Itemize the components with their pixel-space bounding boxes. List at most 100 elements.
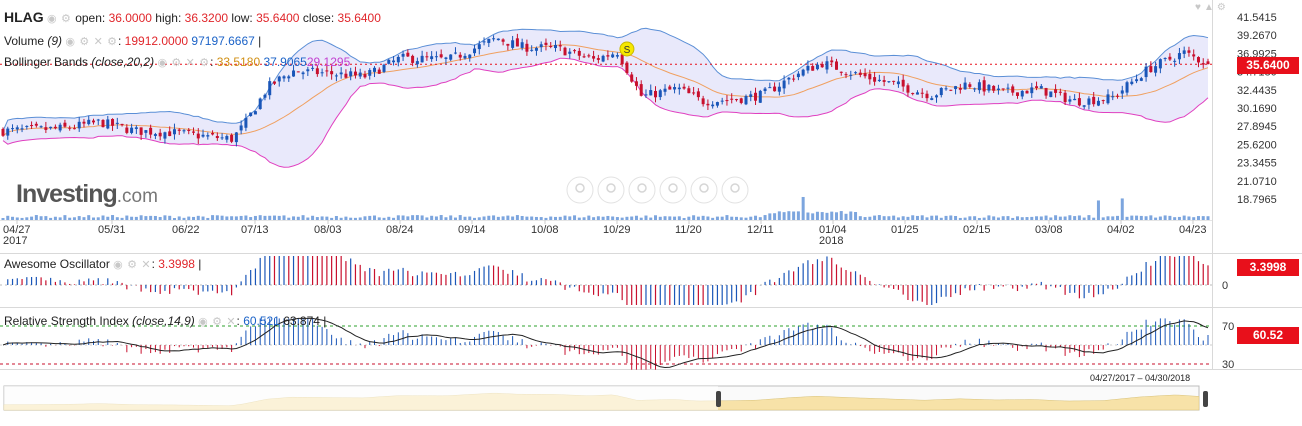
nav-left-icon[interactable] bbox=[566, 176, 594, 204]
candle-body bbox=[654, 90, 658, 98]
candle-body bbox=[549, 45, 553, 47]
volume-bar bbox=[373, 215, 377, 220]
volume-bar bbox=[282, 215, 286, 220]
candle-body bbox=[649, 90, 653, 96]
candle-body bbox=[973, 88, 977, 90]
close-icon[interactable]: ✕ bbox=[226, 316, 237, 328]
volume-bar bbox=[649, 217, 653, 220]
date-axis-year: 2018 bbox=[819, 235, 843, 247]
candle-body bbox=[239, 125, 243, 131]
volume-bar bbox=[353, 217, 357, 220]
candle-body bbox=[868, 73, 872, 80]
volume-bar bbox=[111, 215, 115, 220]
nav-button-circle bbox=[690, 176, 718, 204]
candle-body bbox=[1068, 99, 1072, 102]
eye-icon[interactable]: ◉ bbox=[198, 316, 209, 328]
candle-body bbox=[139, 127, 143, 135]
zoom-out-icon[interactable] bbox=[690, 176, 718, 204]
candle-body bbox=[325, 70, 329, 72]
candle-body bbox=[596, 58, 600, 60]
volume-bar bbox=[1106, 216, 1110, 220]
volume-bar bbox=[1068, 215, 1072, 220]
navigator-panel[interactable] bbox=[3, 385, 1208, 411]
zoom-out-icon[interactable] bbox=[628, 176, 656, 204]
lock-icon[interactable]: ⚙ bbox=[199, 57, 211, 69]
nav-right-icon[interactable] bbox=[721, 176, 749, 204]
volume-bar bbox=[253, 215, 257, 220]
gear-icon[interactable]: ⚙ bbox=[60, 13, 72, 25]
volume-bar bbox=[692, 215, 696, 220]
volume-bar bbox=[606, 215, 610, 220]
volume-bar bbox=[77, 216, 81, 220]
zoom-in-icon[interactable] bbox=[597, 176, 625, 204]
candle-body bbox=[1149, 66, 1153, 73]
volume-bar bbox=[1192, 217, 1196, 220]
candle-body bbox=[715, 102, 719, 106]
date-axis-label: 07/13 bbox=[241, 224, 269, 236]
candle-body bbox=[206, 135, 210, 137]
price-panel: S bbox=[0, 27, 1212, 220]
gear-icon[interactable]: ⚙ bbox=[127, 259, 138, 271]
volume-bar bbox=[68, 217, 72, 220]
volume-bar bbox=[1125, 216, 1129, 220]
volume-bar bbox=[192, 216, 196, 220]
candle-body bbox=[939, 88, 943, 96]
candle-body bbox=[134, 127, 138, 129]
volume-bar bbox=[425, 217, 429, 220]
candle-body bbox=[634, 81, 638, 86]
volume-bar bbox=[954, 215, 958, 220]
eye-icon[interactable]: ◉ bbox=[47, 13, 58, 25]
eye-icon[interactable]: ◉ bbox=[65, 36, 76, 48]
gear-icon[interactable]: ⚙ bbox=[212, 316, 223, 328]
lock-icon[interactable]: ⚙ bbox=[107, 36, 118, 48]
zoom-in-icon[interactable] bbox=[659, 176, 687, 204]
volume-bar bbox=[644, 215, 648, 220]
gear-icon[interactable]: ⚙ bbox=[79, 36, 91, 48]
gear-icon[interactable]: ⚙ bbox=[171, 57, 183, 69]
candle-body bbox=[258, 98, 262, 110]
high-label: high: bbox=[155, 11, 182, 25]
volume-bar bbox=[487, 215, 491, 220]
candle-body bbox=[120, 123, 124, 126]
candle-body bbox=[172, 129, 176, 135]
volume-bar bbox=[177, 216, 181, 220]
volume-bar bbox=[1101, 217, 1105, 220]
eye-icon[interactable]: ◉ bbox=[157, 57, 169, 69]
close-icon[interactable]: ✕ bbox=[93, 36, 104, 48]
candle-body bbox=[439, 54, 443, 58]
candle-body bbox=[930, 98, 934, 100]
volume-bar bbox=[696, 216, 700, 220]
volume-bar bbox=[25, 217, 29, 220]
volume-bar bbox=[1120, 198, 1124, 220]
candle-body bbox=[63, 122, 67, 127]
candle-body bbox=[1011, 86, 1015, 93]
volume-bar bbox=[277, 215, 281, 220]
volume-bar bbox=[1206, 216, 1210, 220]
candle-body bbox=[1073, 98, 1077, 101]
volume-bar bbox=[701, 215, 705, 220]
candle-body bbox=[935, 95, 939, 98]
candle-body bbox=[282, 76, 286, 79]
ohlc-legend: HLAG ◉ ⚙ open: 36.0000 high: 36.3200 low… bbox=[4, 9, 381, 25]
candle-body bbox=[406, 52, 410, 57]
close-icon[interactable]: ✕ bbox=[141, 259, 152, 271]
volume-bar bbox=[153, 215, 157, 220]
date-axis-label: 09/14 bbox=[458, 224, 486, 236]
candle-body bbox=[696, 91, 700, 98]
candle-body bbox=[101, 119, 105, 128]
candle-body bbox=[901, 79, 905, 87]
volume-bar bbox=[1015, 216, 1019, 220]
eye-icon[interactable]: ◉ bbox=[113, 259, 124, 271]
volume-bar bbox=[739, 217, 743, 220]
ao-legend: Awesome Oscillator ◉ ⚙ ✕: 3.3998 | bbox=[4, 257, 202, 271]
candle-body bbox=[601, 55, 605, 62]
candle-body bbox=[806, 65, 810, 71]
volume-bar bbox=[925, 217, 929, 220]
panel-controls[interactable]: ♥▲⚙ bbox=[1195, 2, 1229, 13]
close-icon[interactable]: ✕ bbox=[185, 57, 196, 69]
volume-bar bbox=[949, 215, 953, 220]
candle-body bbox=[477, 44, 481, 50]
candle-body bbox=[834, 61, 838, 70]
candle-body bbox=[192, 131, 196, 133]
